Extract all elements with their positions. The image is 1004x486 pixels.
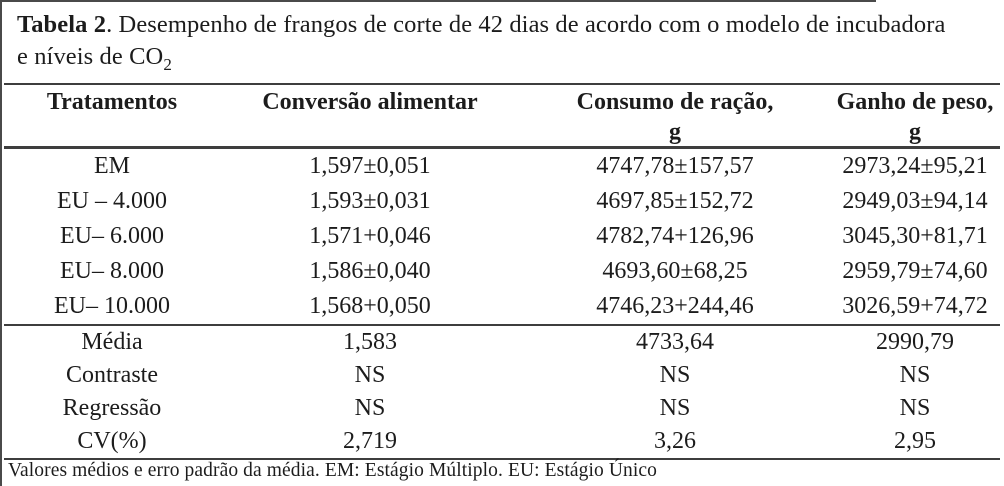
subheader-empty-2 [220, 119, 520, 148]
conversao-cell: NS [354, 395, 386, 421]
summary-row: Regressão NS NS NS [4, 392, 1000, 425]
ganho-cell: 2959,79±74,60 [842, 258, 988, 284]
treatment-label-cell: EU– 8.000 [60, 258, 164, 284]
scan-edge-top [0, 0, 876, 2]
treatment-row: EU– 10.000 1,568+0,050 4746,23+244,46 30… [4, 289, 1000, 325]
conversao-cell: 1,583 [343, 329, 397, 355]
consumo-cell: 4747,78±157,57 [596, 153, 754, 179]
header-conversao: Conversão alimentar [262, 88, 478, 115]
treatment-row: EM 1,597±0,051 4747,78±157,57 2973,24±95… [4, 148, 1000, 185]
ganho-cell: 2949,03±94,14 [842, 188, 988, 214]
header-row: Tratamentos Conversão alimentar Consumo … [4, 84, 1000, 119]
scan-edge-left [0, 0, 2, 486]
ganho-cell: NS [899, 395, 931, 421]
caption-text: . Desempenho de frangos de corte de 42 d… [106, 11, 946, 38]
ganho-cell: 2990,79 [876, 329, 954, 355]
treatment-row: EU– 8.000 1,586±0,040 4693,60±68,25 2959… [4, 254, 1000, 289]
caption-line1: Tabela 2. Desempenho de frangos de corte… [17, 9, 997, 41]
treatment-label-cell: EM [94, 153, 130, 179]
conversao-cell: NS [354, 362, 386, 388]
summary-label-cell: Média [81, 329, 143, 355]
consumo-cell: NS [659, 395, 691, 421]
summary-label-cell: Regressão [62, 395, 162, 421]
treatment-label-cell: EU– 6.000 [60, 223, 164, 249]
consumo-cell: 4782,74+126,96 [596, 223, 754, 249]
ganho-cell: NS [899, 362, 931, 388]
summary-row: Contraste NS NS NS [4, 359, 1000, 392]
summary-row: Média 1,583 4733,64 2990,79 [4, 325, 1000, 359]
table-caption: Tabela 2. Desempenho de frangos de corte… [17, 9, 997, 73]
summary-label-cell: CV(%) [77, 428, 147, 454]
caption-line2: e níveis de CO2 [17, 41, 997, 73]
subheader-row: g g [4, 119, 1000, 148]
ganho-cell: 2973,24±95,21 [842, 153, 988, 179]
consumo-cell: 4697,85±152,72 [596, 188, 754, 214]
treatment-row: EU– 6.000 1,571+0,046 4782,74+126,96 304… [4, 219, 1000, 254]
consumo-cell: NS [659, 362, 691, 388]
header-tratamentos: Tratamentos [46, 88, 178, 115]
table-header: Tratamentos Conversão alimentar Consumo … [4, 84, 1000, 148]
ganho-cell: 3026,59+74,72 [842, 293, 988, 319]
conversao-cell: 1,568+0,050 [309, 293, 431, 319]
results-table: Tratamentos Conversão alimentar Consumo … [4, 83, 1000, 460]
consumo-cell: 4733,64 [636, 329, 714, 355]
treatment-row: EU – 4.000 1,593±0,031 4697,85±152,72 29… [4, 184, 1000, 219]
subheader-ganho-unit: g [909, 119, 921, 145]
conversao-cell: 2,719 [343, 428, 397, 454]
treatment-rows: EM 1,597±0,051 4747,78±157,57 2973,24±95… [4, 148, 1000, 325]
subheader-empty-1 [4, 119, 220, 148]
ganho-cell: 3045,30+81,71 [842, 223, 988, 249]
consumo-cell: 4746,23+244,46 [596, 293, 754, 319]
conversao-cell: 1,593±0,031 [309, 188, 431, 214]
conversao-cell: 1,571+0,046 [309, 223, 431, 249]
caption-line2-text: e níveis de CO [17, 43, 164, 70]
consumo-cell: 3,26 [654, 428, 696, 454]
header-consumo: Consumo de ração, [576, 88, 774, 115]
subheader-consumo-unit: g [669, 119, 681, 145]
header-ganho: Ganho de peso, [836, 88, 994, 115]
conversao-cell: 1,586±0,040 [309, 258, 431, 284]
co2-subscript: 2 [163, 54, 172, 74]
conversao-cell: 1,597±0,051 [309, 153, 431, 179]
caption-label: Tabela 2 [17, 11, 107, 38]
summary-rows: Média 1,583 4733,64 2990,79 Contraste NS… [4, 325, 1000, 459]
table-footnote: Valores médios e erro padrão da média. E… [8, 460, 657, 481]
summary-label-cell: Contraste [66, 362, 158, 388]
summary-row: CV(%) 2,719 3,26 2,95 [4, 425, 1000, 459]
treatment-label-cell: EU – 4.000 [57, 188, 167, 214]
consumo-cell: 4693,60±68,25 [602, 258, 748, 284]
ganho-cell: 2,95 [894, 428, 936, 454]
treatment-label-cell: EU– 10.000 [54, 293, 170, 319]
